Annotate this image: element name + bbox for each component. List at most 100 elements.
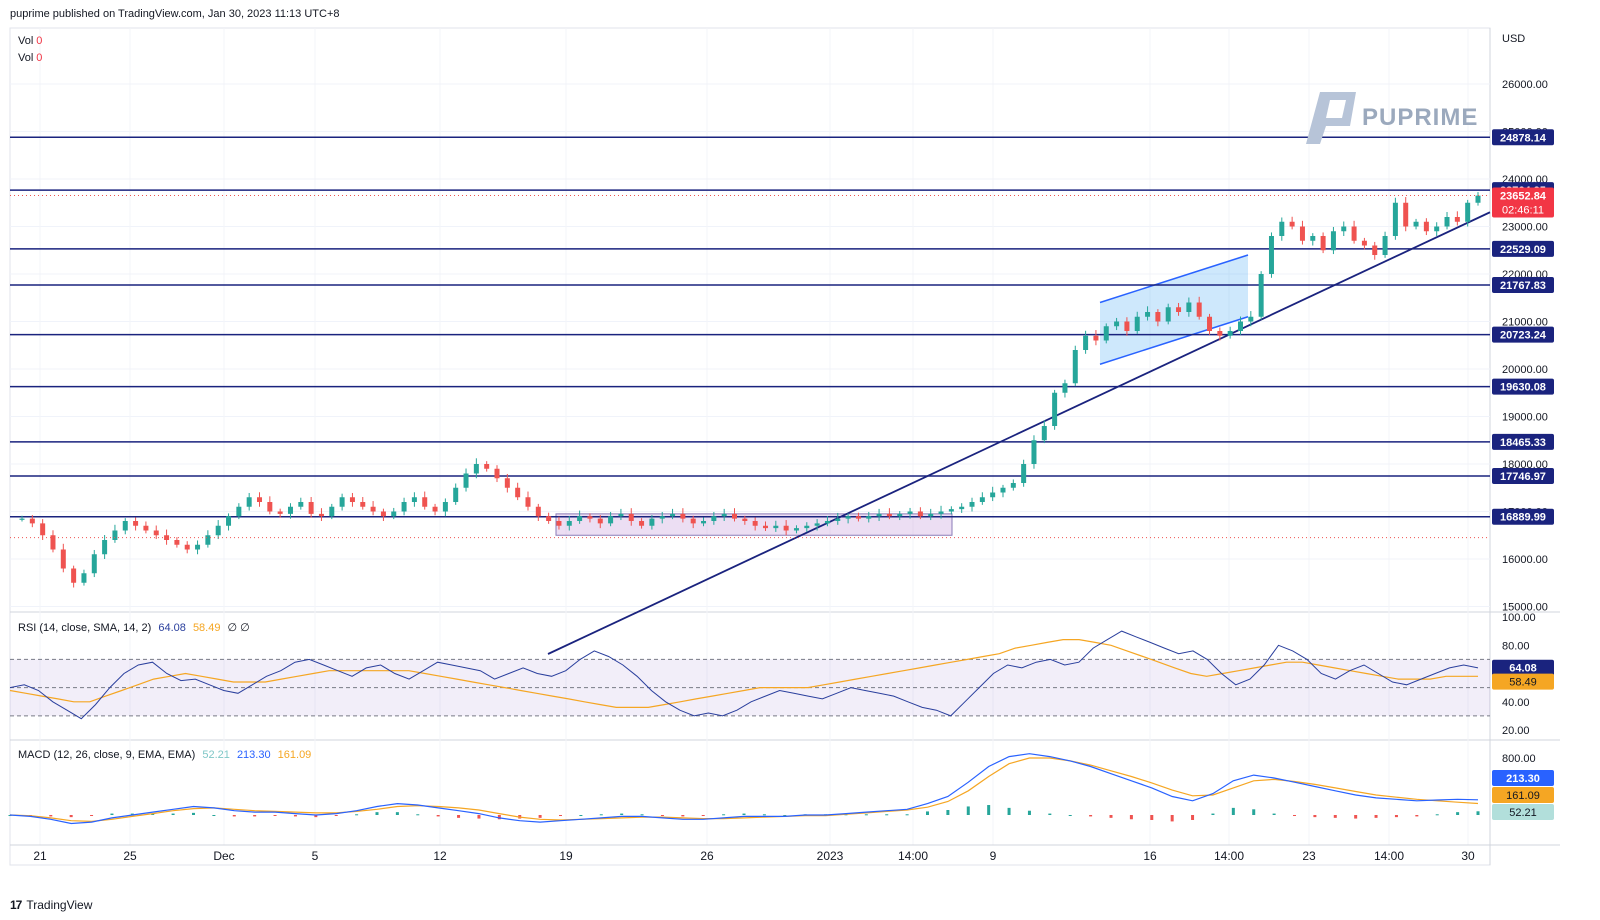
- x-tick-label: 14:00: [1374, 849, 1404, 863]
- candle-body: [1165, 307, 1171, 322]
- candle-body: [649, 518, 655, 526]
- candle-body: [1454, 217, 1460, 222]
- candle-body: [442, 502, 448, 512]
- candle-body: [40, 523, 46, 536]
- price-tick-label: 21000.00: [1502, 317, 1548, 329]
- macd-histogram-bar: [171, 813, 175, 815]
- candle-body: [1031, 440, 1037, 464]
- rsi-tick-label: 20.00: [1502, 725, 1530, 737]
- candle-body: [1062, 383, 1068, 393]
- candle-body: [463, 473, 469, 488]
- macd-signal-line: [9, 757, 1479, 823]
- macd-histogram-bar: [1252, 809, 1256, 815]
- published-text: puprime published on TradingView.com, Ja…: [10, 8, 340, 20]
- candle-body: [793, 528, 799, 531]
- candle-body: [391, 511, 397, 517]
- macd-signal-value-label: 161.09: [1506, 790, 1540, 802]
- candle-body: [1103, 326, 1109, 341]
- candle-body: [246, 497, 252, 507]
- macd-histogram-bar: [762, 814, 766, 816]
- price-tick-label: 20000.00: [1502, 364, 1548, 376]
- x-tick-label: 26: [700, 849, 714, 863]
- candle-body: [1000, 487, 1006, 493]
- price-tick-label: 23000.00: [1502, 222, 1548, 234]
- candle-body: [566, 521, 572, 526]
- candle-body: [1021, 464, 1027, 483]
- level-label: 24878.14: [1500, 132, 1547, 144]
- level-label-box: [1492, 240, 1554, 257]
- candle-body: [948, 509, 954, 512]
- candle-body: [886, 513, 892, 517]
- x-tick-label: 9: [990, 849, 997, 863]
- ascending-trendline: [547, 211, 1491, 655]
- rsi-ma-value-label: 58.49: [1509, 677, 1537, 689]
- macd-tick-label: 800.00: [1502, 753, 1536, 765]
- macd-histogram-bar: [1089, 815, 1093, 817]
- candle-body: [1207, 316, 1213, 331]
- rsi-extra-value: ∅ ∅: [227, 622, 250, 634]
- puprime-logo-icon: [1306, 92, 1356, 144]
- candle-body: [287, 506, 293, 514]
- x-tick-label: 2023: [817, 849, 844, 863]
- candle-body: [1145, 312, 1151, 317]
- level-label: 16889.99: [1500, 512, 1546, 524]
- rsi-band-fill: [10, 659, 1490, 716]
- candle-body: [226, 516, 232, 526]
- candle-body: [1351, 226, 1357, 241]
- level-label-box: [1492, 326, 1554, 343]
- candle-body: [824, 521, 830, 524]
- x-tick-label: 25: [123, 849, 137, 863]
- candle-body: [1413, 221, 1419, 227]
- candle-body: [349, 497, 355, 502]
- candle-body: [1248, 316, 1254, 322]
- candle-body: [484, 464, 490, 469]
- candle-body: [835, 518, 841, 521]
- candle-body: [597, 518, 603, 524]
- macd-histogram-bar: [987, 805, 991, 815]
- puprime-watermark: PUPRIME: [1306, 90, 1486, 146]
- macd-signal-value-box: [1492, 787, 1554, 803]
- macd-histogram-bar: [1150, 815, 1154, 820]
- channel-upper-line: [1099, 254, 1249, 304]
- tradingview-footer[interactable]: 17 TradingView: [10, 896, 92, 914]
- candle-body: [628, 513, 634, 521]
- candle-body: [112, 530, 118, 540]
- rsi-value: 64.08: [158, 622, 186, 634]
- macd-histogram-bar: [1456, 812, 1460, 815]
- candle-body: [339, 497, 345, 507]
- candle-body: [855, 516, 861, 519]
- macd-histogram-bar: [966, 806, 970, 815]
- rsi-ma-line: [9, 639, 1478, 708]
- macd-line-value-box: [1492, 770, 1554, 786]
- candle-body: [535, 506, 541, 517]
- level-label: 19630.08: [1500, 382, 1546, 394]
- tradingview-logo-icon: 17: [10, 898, 22, 912]
- candle-body: [587, 516, 593, 519]
- rsi-legend-label: RSI (14, close, SMA, 14, 2): [18, 622, 152, 634]
- publisher-bar: puprime published on TradingView.com, Ja…: [0, 0, 1600, 28]
- macd-histogram-bar: [660, 815, 664, 816]
- macd-histogram-bar: [640, 814, 644, 816]
- candle-body: [546, 516, 552, 521]
- candle-body: [990, 492, 996, 498]
- channel-lower-line: [1099, 316, 1249, 365]
- macd-line-value: 213.30: [236, 749, 271, 761]
- rsi-value-box: [1492, 659, 1554, 676]
- candle-body: [1289, 221, 1295, 227]
- price-tick-label: 26000.00: [1502, 79, 1548, 91]
- x-tick-label: Dec: [213, 849, 234, 863]
- candle-body: [257, 497, 263, 502]
- macd-histogram-bar: [1027, 810, 1031, 815]
- level-label: 21767.83: [1500, 280, 1546, 292]
- candle-body: [205, 535, 211, 545]
- candle-body: [1299, 226, 1305, 241]
- macd-histogram-bar: [375, 812, 379, 815]
- candle-body: [556, 521, 562, 526]
- macd-histogram-bar: [1333, 815, 1337, 818]
- candle-body: [742, 518, 748, 521]
- candle-body: [1237, 321, 1243, 331]
- tradingview-brand: TradingView: [26, 898, 93, 912]
- candle-body: [174, 540, 180, 545]
- candle-body: [411, 497, 417, 502]
